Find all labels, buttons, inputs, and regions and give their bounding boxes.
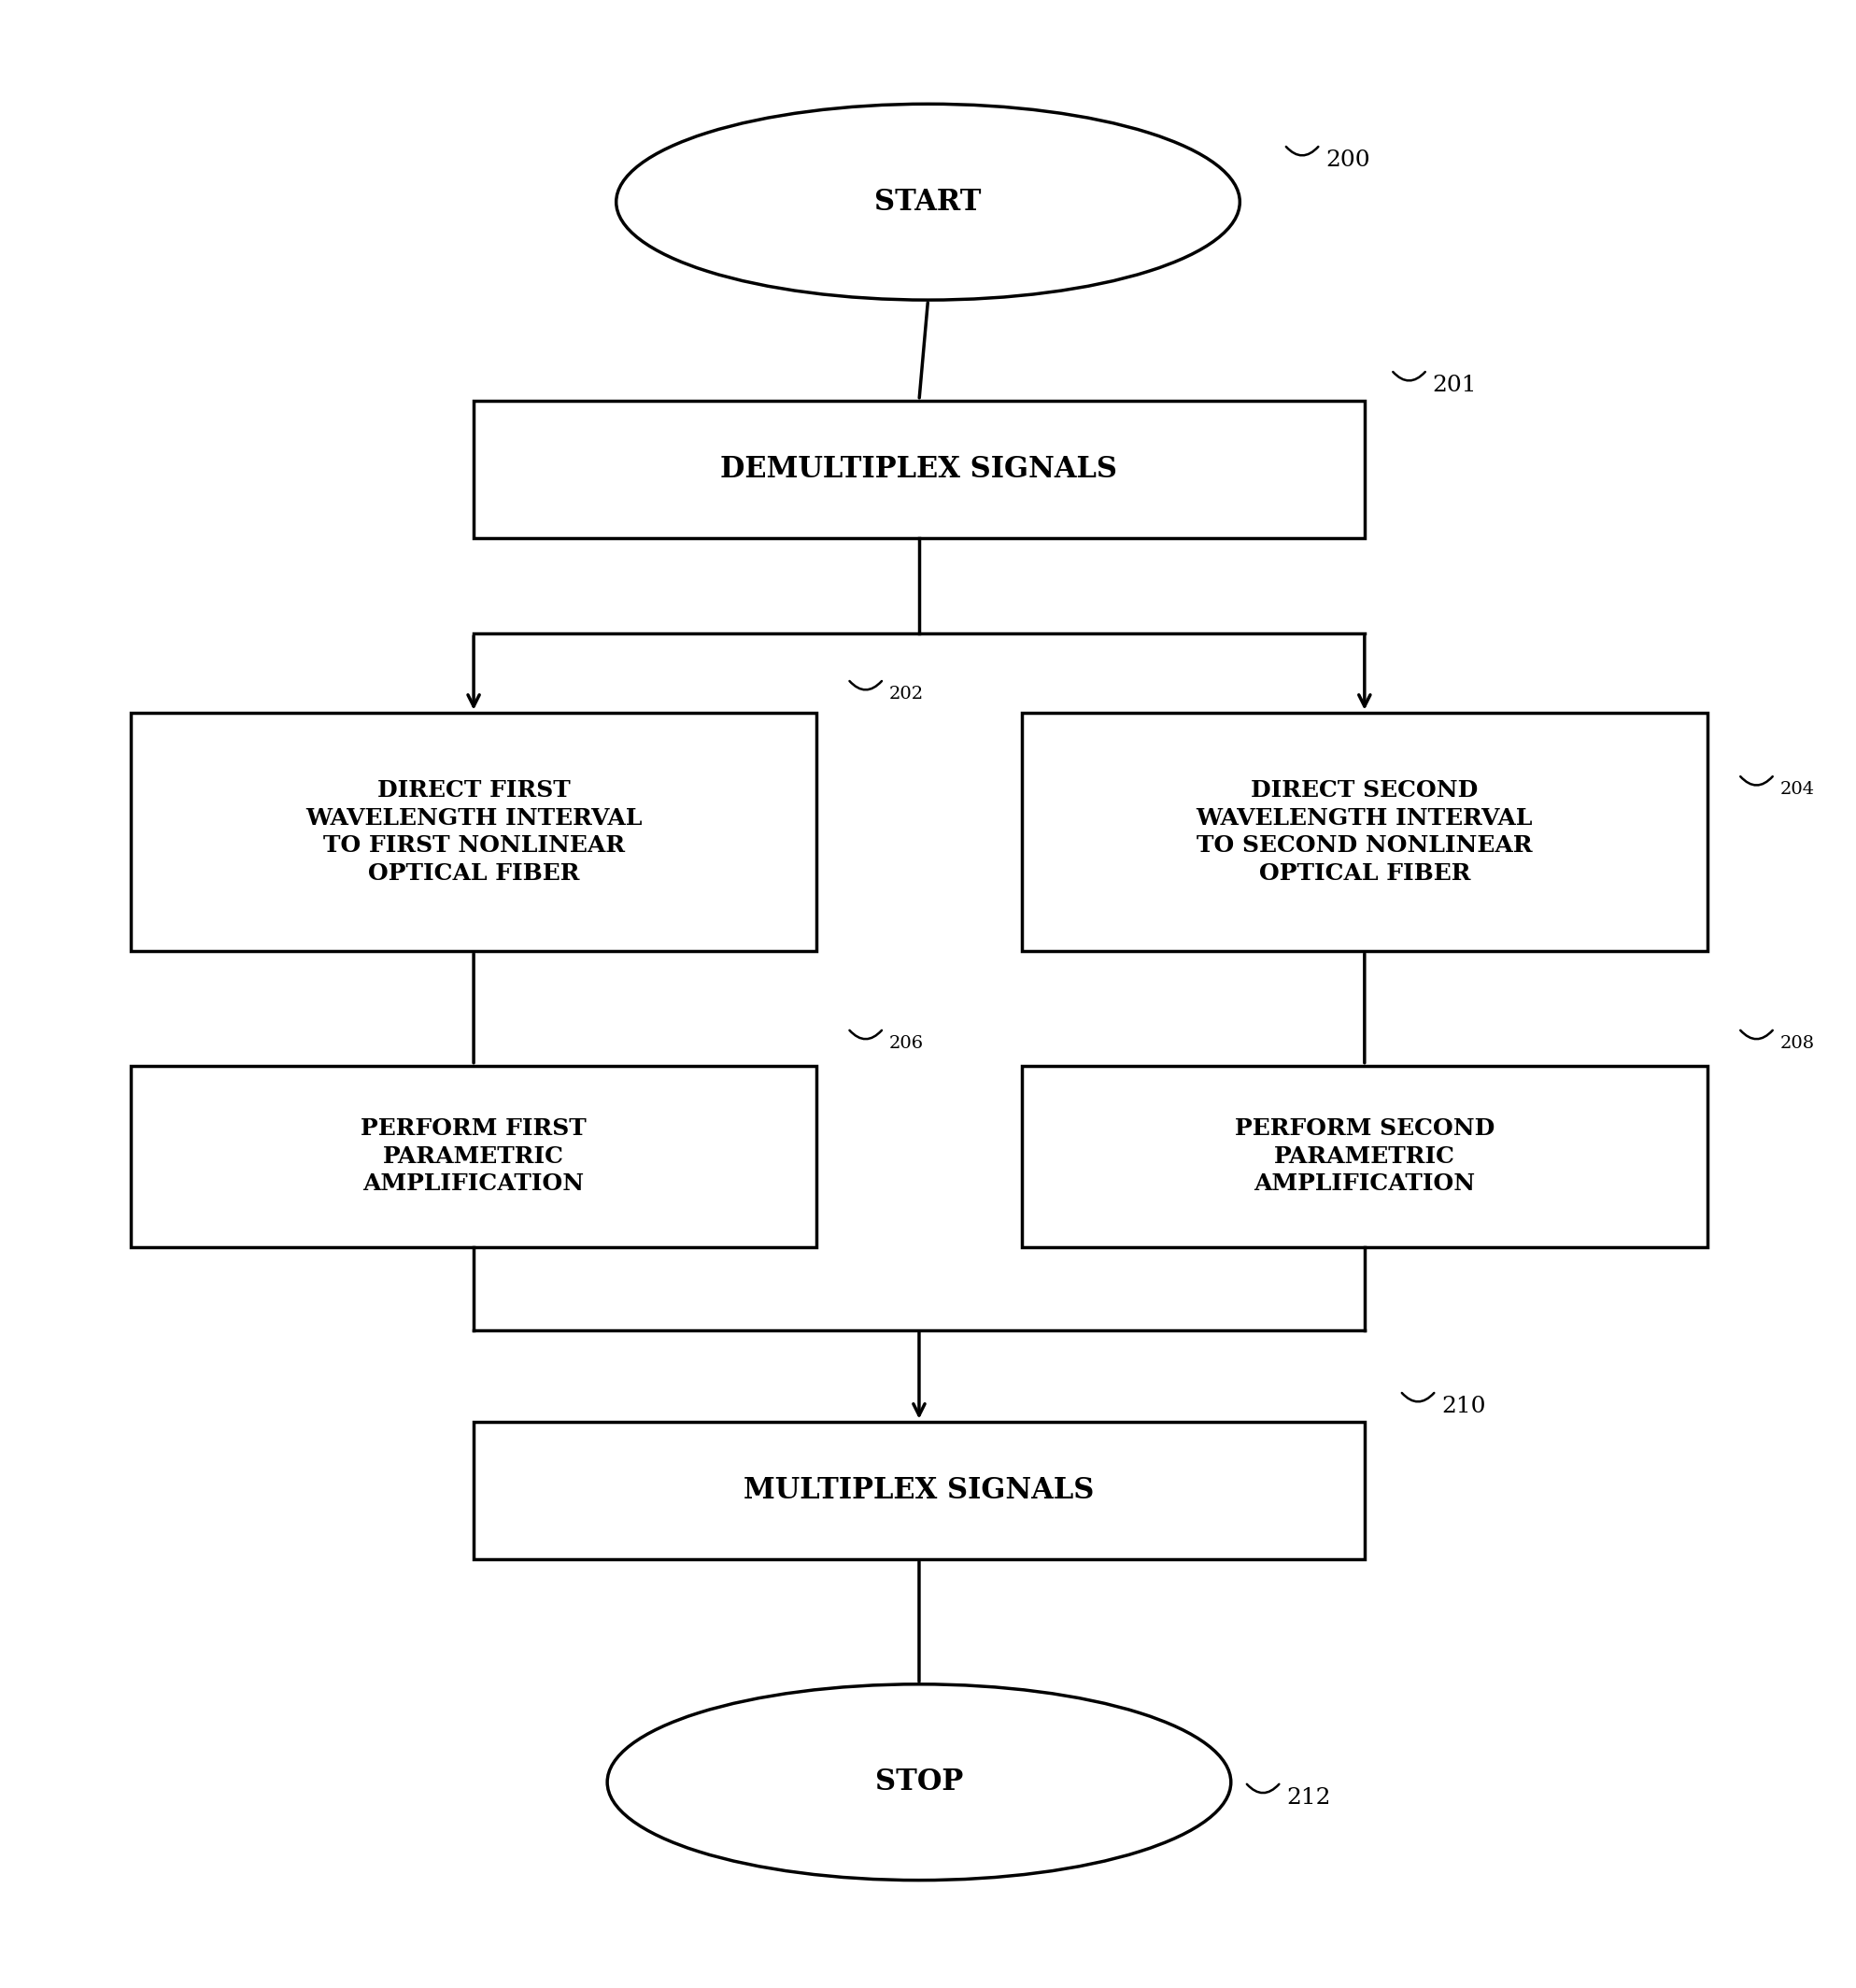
Bar <box>473 1421 1364 1559</box>
Text: DEMULTIPLEX SIGNALS: DEMULTIPLEX SIGNALS <box>720 455 1117 483</box>
Text: 202: 202 <box>889 686 924 704</box>
Text: 208: 208 <box>1780 1036 1815 1052</box>
Text: MULTIPLEX SIGNALS: MULTIPLEX SIGNALS <box>744 1475 1095 1505</box>
Text: DIRECT SECOND
WAVELENGTH INTERVAL
TO SECOND NONLINEAR
OPTICAL FIBER: DIRECT SECOND WAVELENGTH INTERVAL TO SEC… <box>1197 779 1533 885</box>
Text: DIRECT FIRST
WAVELENGTH INTERVAL
TO FIRST NONLINEAR
OPTICAL FIBER: DIRECT FIRST WAVELENGTH INTERVAL TO FIRS… <box>306 779 642 885</box>
Bar <box>130 712 817 950</box>
Text: PERFORM SECOND
PARAMETRIC
AMPLIFICATION: PERFORM SECOND PARAMETRIC AMPLIFICATION <box>1234 1117 1494 1195</box>
Text: STOP: STOP <box>874 1767 963 1797</box>
Text: 206: 206 <box>889 1036 924 1052</box>
Text: PERFORM FIRST
PARAMETRIC
AMPLIFICATION: PERFORM FIRST PARAMETRIC AMPLIFICATION <box>360 1117 586 1195</box>
Bar <box>130 1066 817 1246</box>
Text: 210: 210 <box>1440 1396 1485 1417</box>
Bar <box>1021 1066 1708 1246</box>
Text: 201: 201 <box>1433 374 1477 396</box>
Text: 212: 212 <box>1286 1787 1331 1809</box>
Text: 204: 204 <box>1780 781 1815 799</box>
Text: 200: 200 <box>1325 149 1370 171</box>
Text: START: START <box>874 187 982 217</box>
Bar <box>1021 712 1708 950</box>
Bar <box>473 400 1364 539</box>
